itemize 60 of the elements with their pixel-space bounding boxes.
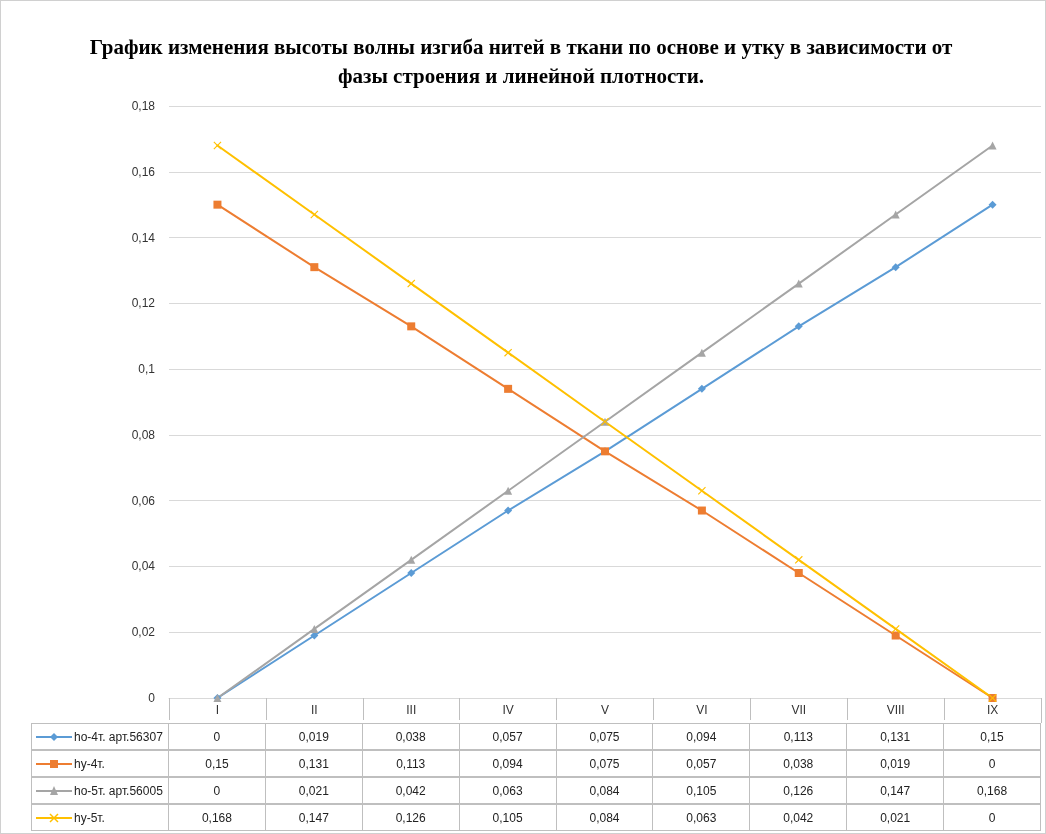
data-label: 0,019	[265, 723, 363, 750]
data-label: 0,057	[653, 750, 751, 777]
data-label: 0,019	[847, 750, 945, 777]
y-tick-label: 0,12	[131, 296, 156, 311]
data-label: 0,126	[750, 777, 848, 804]
y-tick-label: 0	[148, 691, 156, 705]
legend-label: ho-4т. арт.56307	[74, 729, 163, 744]
legend-label: hy-4т.	[74, 756, 105, 771]
x-tick-label: IX	[986, 703, 999, 717]
data-label: 0,168	[169, 804, 266, 831]
data-label: 0,094	[653, 723, 751, 750]
data-label: 0,021	[847, 804, 945, 831]
data-label: 0,105	[653, 777, 751, 804]
data-label: 0,113	[362, 750, 460, 777]
data-label: 0,105	[459, 804, 557, 831]
legend-label: ho-5т. арт.56005	[74, 783, 163, 798]
legend-label: hy-5т.	[74, 810, 105, 825]
data-label: 0,021	[265, 777, 363, 804]
y-tick-label: 0,18	[131, 99, 156, 113]
data-label: 0,063	[653, 804, 751, 831]
x-tick-label: V	[600, 703, 610, 717]
data-label: 0,126	[362, 804, 460, 831]
x-tick-label: II	[311, 703, 318, 717]
x-tick-label: VI	[696, 703, 708, 717]
x-tick-label: III	[406, 703, 417, 717]
data-label: 0,057	[459, 723, 557, 750]
x-tick-label: VII	[791, 703, 807, 717]
data-label: 0,168	[944, 777, 1041, 804]
data-label: 0,131	[847, 723, 945, 750]
data-label: 0,147	[265, 804, 363, 831]
x-tick-label: I	[215, 703, 220, 717]
data-label: 0,147	[847, 777, 945, 804]
data-label: 0,094	[459, 750, 557, 777]
y-tick-label: 0,06	[131, 493, 156, 508]
data-label: 0,075	[556, 750, 654, 777]
data-label: 0,084	[556, 777, 654, 804]
chart-title: График изменения высоты волны изгиба нитей в ткани по основе и утку в зависимости от фазы строения и линейной плотности.	[88, 34, 954, 90]
data-label: 0,113	[750, 723, 848, 750]
data-label: 0	[169, 777, 266, 804]
data-label: 0,038	[362, 723, 460, 750]
y-tick-label: 0,02	[131, 625, 156, 640]
data-label: 0,038	[750, 750, 848, 777]
data-label: 0,063	[459, 777, 557, 804]
data-label: 0,042	[362, 777, 460, 804]
data-label: 0,15	[169, 750, 266, 777]
data-label: 0,131	[265, 750, 363, 777]
data-label: 0	[944, 750, 1041, 777]
y-tick-label: 0,04	[131, 559, 156, 574]
y-tick-label: 0,08	[131, 427, 156, 442]
y-tick-label: 0,1	[138, 362, 156, 377]
data-label: 0,075	[556, 723, 654, 750]
data-label: 0,15	[944, 723, 1041, 750]
data-label: 0	[169, 723, 266, 750]
x-tick-label: IV	[502, 703, 514, 717]
data-label: 0,084	[556, 804, 654, 831]
x-tick-label: VIII	[886, 703, 905, 717]
data-label: 0	[944, 804, 1041, 831]
y-tick-label: 0,14	[131, 230, 156, 245]
y-tick-label: 0,16	[131, 164, 156, 179]
data-label: 0,042	[750, 804, 848, 831]
